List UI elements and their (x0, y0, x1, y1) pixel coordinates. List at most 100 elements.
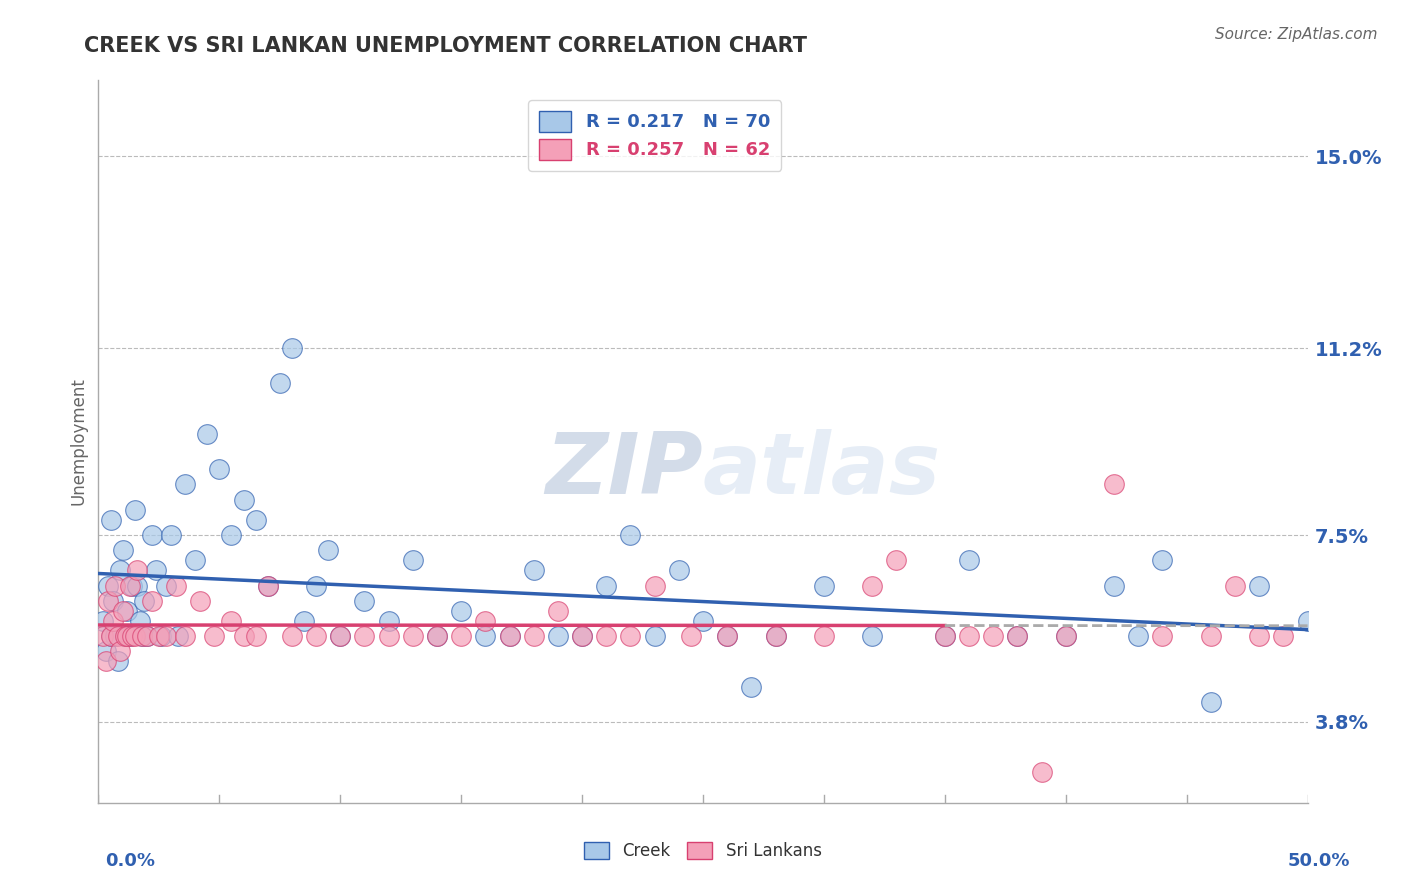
Point (128, 614, 150, 628)
Point (426, 629, 449, 643)
Point (114, 629, 136, 643)
Point (94, 654, 117, 668)
Point (160, 528, 183, 542)
Point (167, 629, 190, 643)
Point (353, 593, 375, 607)
Point (94, 644, 117, 658)
Point (1128, 629, 1150, 643)
Point (1054, 629, 1077, 643)
Y-axis label: Unemployment: Unemployment (69, 377, 87, 506)
Point (245, 513, 267, 527)
Point (245, 629, 267, 643)
Point (131, 629, 153, 643)
Point (188, 593, 211, 607)
Point (97, 578, 120, 592)
Point (256, 578, 278, 592)
Point (91, 629, 114, 643)
Point (619, 528, 641, 542)
Point (124, 502, 146, 516)
Point (135, 629, 157, 643)
Point (1031, 765, 1053, 780)
Point (644, 578, 666, 592)
Point (1102, 477, 1125, 491)
Point (134, 593, 156, 607)
Point (100, 513, 122, 527)
Point (595, 629, 617, 643)
Text: 50.0%: 50.0% (1288, 852, 1350, 870)
Point (1102, 578, 1125, 592)
Point (957, 553, 980, 567)
Point (305, 578, 328, 592)
Point (114, 629, 136, 643)
Point (141, 593, 163, 607)
Point (174, 477, 197, 491)
Point (402, 553, 425, 567)
Point (292, 614, 315, 628)
Point (117, 604, 139, 618)
Point (104, 629, 127, 643)
Point (221, 614, 243, 628)
Point (108, 563, 131, 577)
Point (353, 629, 375, 643)
Point (426, 629, 449, 643)
Point (100, 629, 122, 643)
Point (716, 629, 738, 643)
Point (402, 629, 425, 643)
Point (107, 654, 129, 668)
Point (124, 629, 146, 643)
Point (1007, 629, 1029, 643)
Point (934, 629, 956, 643)
Point (104, 578, 127, 592)
Point (498, 629, 520, 643)
Point (1296, 614, 1319, 628)
Point (232, 629, 254, 643)
Point (1272, 629, 1295, 643)
Point (155, 629, 177, 643)
Point (127, 578, 149, 592)
Point (101, 614, 124, 628)
Point (329, 629, 352, 643)
Point (547, 629, 569, 643)
Point (101, 593, 124, 607)
Point (221, 528, 243, 542)
Point (121, 629, 143, 643)
Point (1152, 629, 1174, 643)
Point (117, 629, 139, 643)
Point (256, 578, 278, 592)
Point (1199, 629, 1222, 643)
Point (571, 629, 593, 643)
Point (150, 629, 173, 643)
Point (1249, 578, 1271, 592)
Point (619, 629, 641, 643)
Text: CREEK VS SRI LANKAN UNEMPLOYMENT CORRELATION CHART: CREEK VS SRI LANKAN UNEMPLOYMENT CORRELA… (84, 36, 807, 55)
Point (1054, 629, 1077, 643)
Point (957, 629, 980, 643)
Point (91, 614, 114, 628)
Point (740, 680, 762, 694)
Point (111, 543, 134, 558)
Point (148, 629, 170, 643)
Point (269, 376, 291, 391)
Point (571, 629, 593, 643)
Point (232, 492, 254, 507)
Point (934, 629, 956, 643)
Point (316, 543, 339, 558)
Point (886, 553, 908, 567)
Legend: Creek, Sri Lankans: Creek, Sri Lankans (578, 835, 828, 867)
Point (204, 629, 226, 643)
Point (860, 578, 883, 592)
Point (127, 563, 149, 577)
Point (474, 629, 496, 643)
Point (813, 578, 835, 592)
Point (135, 629, 157, 643)
Point (208, 462, 231, 476)
Point (97, 593, 120, 607)
Point (118, 629, 141, 643)
Point (145, 563, 167, 577)
Point (174, 629, 197, 643)
Point (281, 629, 304, 643)
Point (377, 614, 399, 628)
Point (121, 578, 143, 592)
Point (547, 604, 569, 618)
Point (165, 578, 187, 592)
